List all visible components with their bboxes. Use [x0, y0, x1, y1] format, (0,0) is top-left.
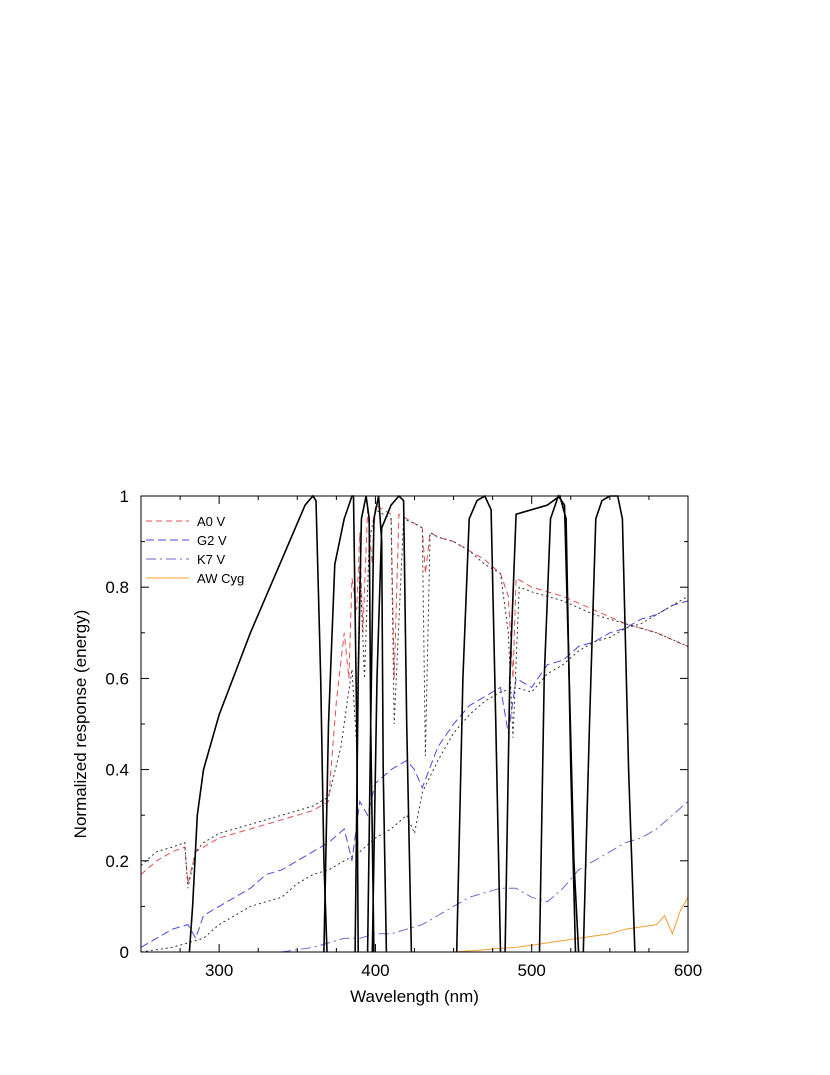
- series-6: [188, 494, 328, 953]
- series-aw-cyg: [453, 897, 689, 953]
- legend-label: A0 V: [197, 514, 226, 529]
- plot-frame: [140, 495, 689, 953]
- x-tick-label: 300: [205, 961, 233, 980]
- y-tick-label: 0: [120, 943, 129, 962]
- series-11: [455, 494, 502, 953]
- y-axis-label: Normalized response (energy): [71, 610, 90, 839]
- y-tick-label: 0.4: [105, 761, 129, 780]
- ticks-layer: 300 400 500 600 0 0.2 0.4 0.6 0.8 1: [105, 487, 702, 980]
- legend: A0 V G2 V K7 V AW Cyg: [146, 514, 244, 586]
- series-5: [140, 595, 689, 953]
- y-tick-label: 0.8: [105, 578, 129, 597]
- series-7: [323, 495, 359, 953]
- series-10: [371, 494, 413, 953]
- x-axis-label: Wavelength (nm): [350, 987, 479, 1006]
- y-tick-label: 0.2: [105, 852, 129, 871]
- y-tick-label: 0.6: [105, 669, 129, 688]
- legend-label: K7 V: [197, 552, 226, 567]
- series-k7-v: [141, 801, 689, 953]
- x-tick-label: 500: [518, 961, 546, 980]
- legend-label: G2 V: [197, 533, 227, 548]
- legend-label: AW Cyg: [197, 571, 244, 586]
- series-13: [538, 494, 580, 953]
- y-tick-label: 1: [120, 487, 129, 506]
- x-tick-label: 600: [674, 961, 702, 980]
- x-tick-label: 400: [361, 961, 389, 980]
